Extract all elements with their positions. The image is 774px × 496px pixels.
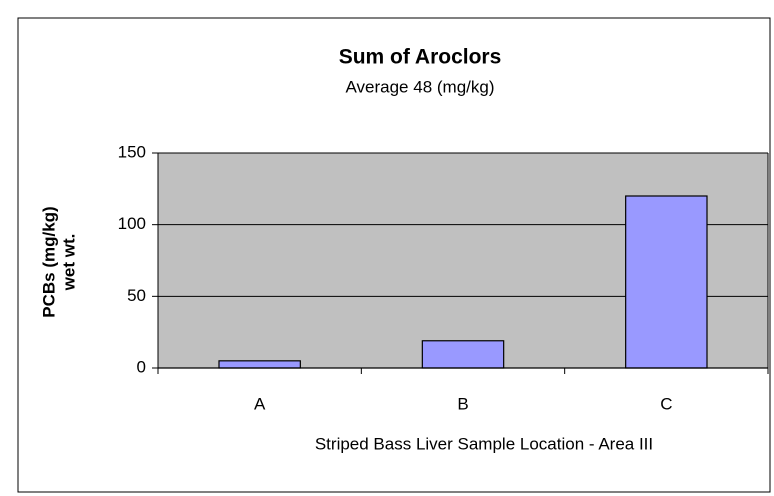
- chart-title: Sum of Aroclors: [339, 46, 502, 69]
- x-tick-label: A: [254, 394, 266, 413]
- x-tick-label: B: [457, 394, 468, 413]
- bar: [421, 340, 505, 369]
- y-tick-label: 150: [118, 142, 146, 161]
- bar: [218, 360, 301, 369]
- y-tick-label: 50: [127, 286, 146, 305]
- x-tick-label: C: [660, 394, 672, 413]
- y-axis-label: PCBs (mg/kg): [39, 206, 58, 317]
- y-tick-label: 0: [137, 357, 146, 376]
- chart-subtitle: Average 48 (mg/kg): [346, 77, 495, 96]
- y-tick-label: 100: [118, 214, 146, 233]
- bar: [625, 195, 708, 369]
- y-axis-label: wet wt.: [59, 234, 78, 292]
- x-axis-label: Striped Bass Liver Sample Location - Are…: [315, 434, 653, 453]
